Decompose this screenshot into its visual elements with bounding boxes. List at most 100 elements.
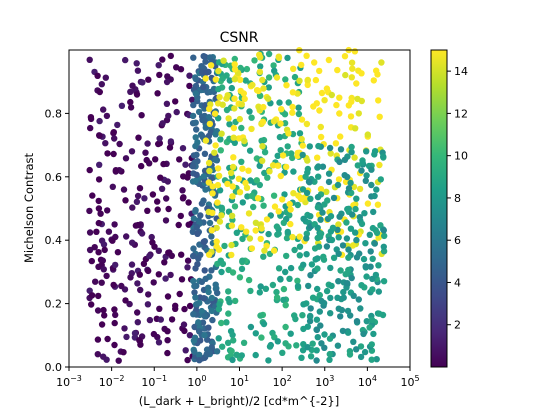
scatter-point bbox=[146, 252, 153, 260]
scatter-point bbox=[375, 97, 382, 104]
scatter-point bbox=[368, 166, 375, 173]
scatter-point bbox=[195, 108, 203, 116]
scatter-point bbox=[163, 195, 170, 202]
scatter-point bbox=[307, 312, 314, 320]
scatter-point bbox=[275, 53, 282, 60]
scatter-point bbox=[370, 77, 377, 84]
scatter-point bbox=[184, 356, 191, 364]
scatter-point bbox=[186, 82, 193, 90]
scatter-point bbox=[341, 53, 349, 60]
scatter-point bbox=[238, 101, 245, 108]
scatter-point bbox=[218, 268, 225, 276]
scatter-point bbox=[341, 172, 348, 179]
scatter-point bbox=[350, 292, 357, 299]
scatter-point bbox=[257, 283, 264, 290]
scatter-point bbox=[168, 316, 176, 323]
scatter-point bbox=[192, 90, 199, 97]
colorbar-tick-label: 14 bbox=[454, 65, 468, 78]
scatter-point bbox=[248, 245, 256, 252]
scatter-point bbox=[96, 161, 103, 168]
scatter-point bbox=[325, 178, 333, 186]
scatter-point bbox=[180, 194, 187, 201]
scatter-point bbox=[296, 130, 304, 137]
scatter-point bbox=[260, 103, 267, 111]
scatter-point bbox=[238, 124, 245, 132]
scatter-point bbox=[151, 243, 158, 250]
scatter-point bbox=[337, 267, 344, 274]
scatter-point bbox=[226, 121, 233, 128]
y-tick-label: 0.6 bbox=[45, 171, 63, 184]
scatter-point bbox=[313, 326, 321, 334]
scatter-point bbox=[217, 147, 224, 154]
scatter-point bbox=[226, 299, 233, 306]
scatter-point bbox=[209, 316, 216, 324]
scatter-point bbox=[200, 295, 208, 302]
scatter-point bbox=[299, 186, 307, 193]
scatter-point bbox=[165, 249, 172, 256]
scatter-point bbox=[100, 241, 108, 248]
scatter-point bbox=[87, 114, 95, 121]
scatter-point bbox=[361, 210, 368, 217]
scatter-point bbox=[378, 59, 385, 66]
scatter-point bbox=[318, 89, 326, 97]
scatter-point bbox=[212, 76, 219, 83]
scatter-point bbox=[104, 207, 111, 214]
scatter-point bbox=[202, 58, 209, 65]
scatter-point bbox=[371, 151, 378, 158]
scatter-point bbox=[213, 224, 220, 232]
scatter-point bbox=[127, 88, 134, 96]
scatter-point bbox=[239, 257, 246, 264]
colorbar-tick-label: 4 bbox=[454, 276, 461, 289]
scatter-point bbox=[256, 289, 263, 296]
scatter-point bbox=[290, 168, 297, 175]
scatter-point bbox=[373, 229, 381, 237]
scatter-point bbox=[298, 354, 305, 361]
scatter-point bbox=[269, 162, 277, 169]
scatter-point bbox=[314, 204, 322, 211]
y-tick-label: 0.0 bbox=[45, 361, 63, 374]
scatter-point bbox=[175, 221, 182, 229]
scatter-point bbox=[353, 195, 360, 202]
scatter-point bbox=[211, 110, 219, 117]
scatter-point bbox=[95, 197, 102, 205]
scatter-point bbox=[98, 279, 105, 286]
scatter-point bbox=[258, 137, 265, 144]
scatter-point bbox=[317, 322, 324, 329]
scatter-point bbox=[144, 207, 151, 214]
scatter-point bbox=[193, 171, 200, 178]
scatter-point bbox=[225, 115, 232, 122]
scatter-point bbox=[335, 221, 342, 228]
scatter-point bbox=[270, 118, 278, 125]
scatter-point bbox=[173, 64, 180, 71]
scatter-point bbox=[184, 257, 192, 264]
scatter-point bbox=[193, 301, 200, 308]
scatter-point bbox=[374, 71, 381, 78]
scatter-point bbox=[192, 177, 199, 185]
scatter-point bbox=[231, 203, 239, 210]
scatter-point bbox=[333, 101, 340, 109]
scatter-point bbox=[304, 323, 311, 330]
scatter-point bbox=[212, 156, 219, 163]
scatter-point bbox=[135, 134, 142, 141]
scatter-point bbox=[133, 60, 140, 67]
scatter-point bbox=[304, 76, 311, 84]
scatter-point bbox=[136, 185, 144, 192]
colorbar-ticks: 2 4 6 8 10 12 14 bbox=[447, 65, 468, 332]
colorbar-tick-label: 8 bbox=[454, 192, 461, 205]
scatter-point bbox=[281, 120, 289, 127]
scatter-point bbox=[100, 106, 107, 113]
scatter-point bbox=[184, 174, 191, 181]
scatter-point bbox=[128, 261, 136, 268]
scatter-point bbox=[266, 168, 273, 175]
scatter-point bbox=[97, 210, 104, 217]
scatter-point bbox=[215, 305, 223, 313]
scatter-point bbox=[362, 177, 369, 184]
scatter-point bbox=[327, 150, 334, 157]
scatter-point bbox=[229, 269, 237, 276]
scatter-point bbox=[236, 274, 244, 281]
x-tick-label: 10−1 bbox=[141, 374, 167, 389]
scatter-point bbox=[262, 285, 270, 292]
colorbar-tick-label: 2 bbox=[454, 319, 461, 332]
scatter-point bbox=[205, 288, 212, 296]
